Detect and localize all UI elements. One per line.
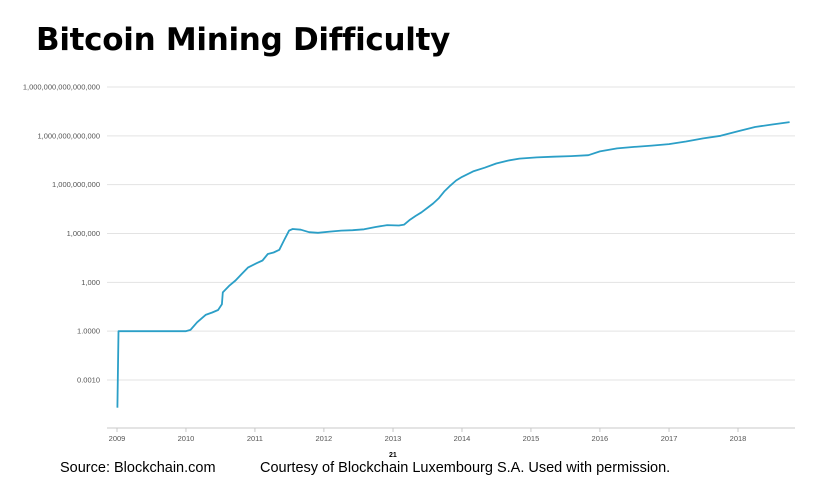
difficulty-series-line bbox=[116, 121, 790, 408]
y-tick-label: 1,000 bbox=[81, 278, 100, 287]
x-tick-label: 2009 bbox=[109, 434, 126, 443]
x-tick-label: 2010 bbox=[178, 434, 195, 443]
x-tick-label: 2014 bbox=[454, 434, 471, 443]
grid-lines bbox=[107, 86, 795, 381]
y-tick-label: 1,000,000,000,000,000 bbox=[23, 83, 100, 92]
x-tick-label: 2015 bbox=[523, 434, 540, 443]
x-tick-label: 2013 bbox=[385, 434, 402, 443]
y-tick-label: 1,000,000 bbox=[67, 229, 100, 238]
x-tick-label: 2016 bbox=[592, 434, 609, 443]
y-axis-ticks: 0.0010 1.0000 1,000 1,000,000 1,000,000,000 1… bbox=[23, 83, 100, 385]
page-number: 21 bbox=[389, 452, 397, 459]
y-tick-label: 1,000,000,000,000 bbox=[37, 131, 100, 140]
x-tick-label: 2012 bbox=[316, 434, 333, 443]
x-axis-ticks: 2009 2010 2011 2012 2013 2014 2015 2016 2017 2018 bbox=[109, 428, 747, 443]
slide-title: Bitcoin Mining Difficulty bbox=[36, 22, 451, 58]
y-tick-label: 1,000,000,000 bbox=[52, 180, 100, 189]
source-caption: Source: Blockchain.com bbox=[60, 460, 216, 476]
x-tick-label: 2017 bbox=[661, 434, 678, 443]
x-tick-label: 2018 bbox=[730, 434, 747, 443]
courtesy-caption: Courtesy of Blockchain Luxembourg S.A. U… bbox=[260, 460, 671, 476]
y-tick-label: 1.0000 bbox=[77, 327, 100, 336]
y-tick-label: 0.0010 bbox=[77, 376, 100, 385]
x-tick-label: 2011 bbox=[247, 434, 263, 443]
